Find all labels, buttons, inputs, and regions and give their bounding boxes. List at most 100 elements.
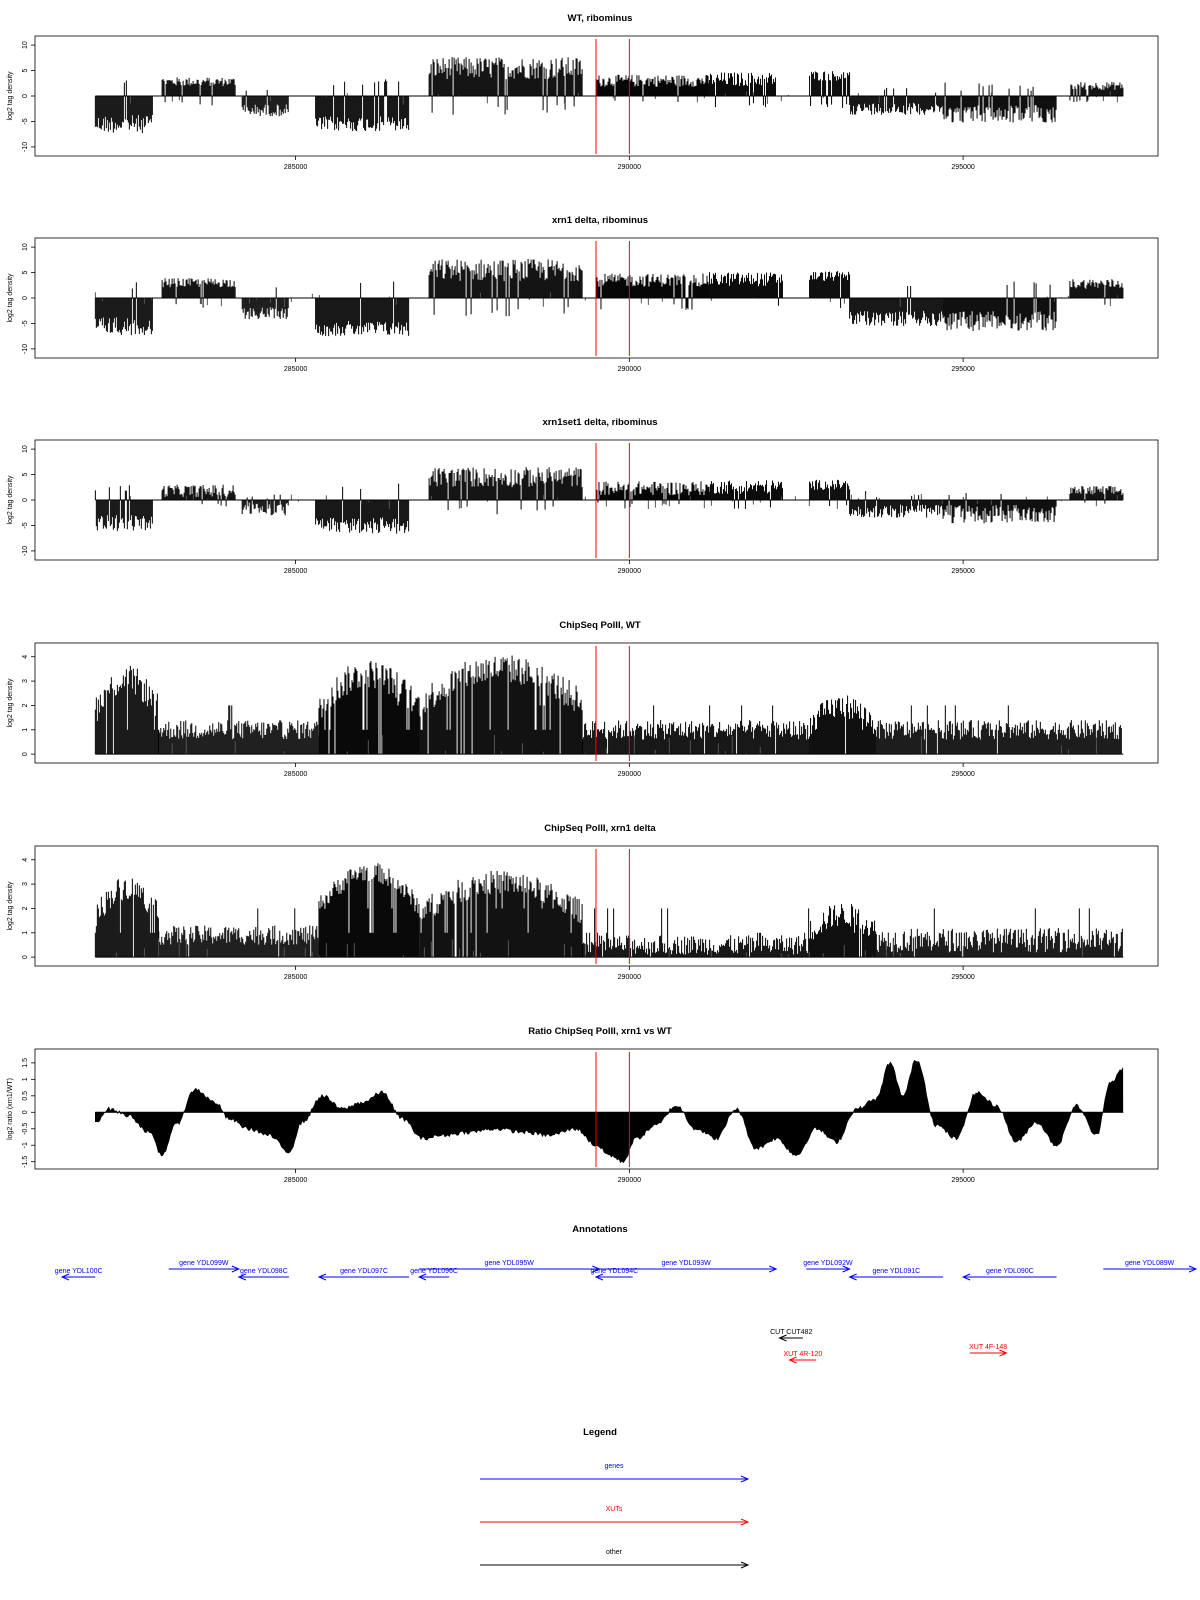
segment-8 [809,71,851,108]
data-marks [94,57,1124,134]
data-marks [94,863,1123,958]
x-tick-label: 295000 [951,164,974,171]
y-axis: 4 3 2 1 0 [22,655,35,756]
x-axis: 285000 290000 295000 [284,156,975,171]
x-tick-label: 285000 [284,568,307,575]
x-tick-label: 285000 [284,366,307,373]
segment-6 [595,74,710,105]
segment-1 [94,485,153,531]
chart-title: ChipSeq PolII, xrn1 delta [544,823,656,834]
segment-11 [1069,279,1124,305]
chart-panel-5: ChipSeq PolII, xrn1 delta log2 tag densit… [7,823,1159,981]
segment-7 [708,72,776,108]
y-tick-label: 2 [22,703,29,707]
y-axis-label: log2 tag density [7,475,14,525]
segment-5 [582,705,810,755]
segment-5 [428,467,583,515]
y-axis: 10 5 0 -5 -10 [22,41,35,152]
segment-9 [849,491,944,518]
y-tick-label: 0 [22,752,29,756]
noise-bars [115,735,1097,755]
data-marks [94,259,1124,337]
segment-3 [241,287,289,320]
x-axis: 285000 290000 295000 [284,763,975,778]
y-axis-label: log2 tag density [7,71,14,121]
segment-5 [428,57,583,115]
segment-8 [809,271,851,308]
y-tick-label: -5 [22,320,29,326]
segment-5 [582,908,810,958]
segment-4 [419,870,583,958]
segment-4 [315,281,410,337]
chart-panel-4: ChipSeq PolII, WT log2 tag density 4 3 2 1 0 28… [7,620,1159,778]
y-axis-label: log2 tag density [7,678,14,728]
y-tick-label: 1 [22,728,29,732]
x-tick-label: 295000 [951,568,974,575]
chart-title: xrn1 delta, ribominus [552,215,648,226]
y-tick-label: 10 [22,243,29,251]
segment-1 [94,665,159,755]
segment-9 [849,87,944,115]
x-tick-label: 295000 [951,366,974,373]
segment-10 [942,281,1057,331]
x-axis: 285000 290000 295000 [284,560,975,575]
y-tick-label: 0 [22,498,29,502]
segment-8 [809,479,851,507]
noise-bars [101,494,1118,509]
segment-7 [875,908,1123,958]
y-tick-label: -10 [22,344,29,354]
segment-2 [161,278,236,308]
y-tick-label: 5 [22,472,29,476]
x-tick-label: 295000 [951,771,974,778]
segment-10 [942,82,1057,123]
segment-1 [94,878,159,958]
x-tick-label: 285000 [284,164,307,171]
segment-11 [1069,485,1124,504]
noise-bars [94,292,1118,308]
segment-7 [708,272,783,306]
data-marks [94,467,1124,534]
y-tick-label: 4 [22,655,29,659]
segment-3 [241,89,289,117]
segment-2 [161,484,236,507]
y-tick-label: -5 [22,522,29,528]
segment-2 [161,77,236,106]
y-tick-label: 0 [22,296,29,300]
segment-4 [315,483,410,534]
segment-2 [158,705,320,755]
y-axis: 10 5 0 -5 -10 [22,243,35,354]
segment-1 [94,80,153,134]
segment-4 [418,655,583,755]
x-tick-label: 290000 [618,771,641,778]
y-axis-label: log2 tag density [7,273,14,323]
segment-3 [318,661,420,755]
data-marks [94,655,1122,755]
x-axis: 285000 290000 295000 [284,358,975,373]
segment-4 [315,79,410,132]
segment-9 [849,286,944,326]
y-axis: 10 5 0 -5 -10 [22,445,35,556]
chart-panel-3: xrn1set1 delta, ribominus log2 tag densit… [7,417,1159,575]
chart-title: ChipSeq PolII, WT [559,620,640,631]
segment-7 [708,480,783,509]
segment-10 [942,493,1057,524]
x-tick-label: 290000 [618,568,641,575]
segment-2 [158,908,320,958]
y-tick-label: 10 [22,41,29,49]
segment-6 [809,695,877,755]
segment-5 [428,259,583,317]
y-tick-label: -5 [22,118,29,124]
y-tick-label: 10 [22,445,29,453]
segment-7 [875,705,1122,755]
y-tick-label: -10 [22,546,29,556]
chart-panel-1: WT, ribominus log2 tag density 10 5 0 -5 -10 28… [7,13,1159,171]
x-tick-label: 290000 [618,164,641,171]
segment-6 [809,904,877,958]
x-tick-label: 285000 [284,771,307,778]
y-tick-label: 5 [22,68,29,72]
chart-panel-2: xrn1 delta, ribominus log2 tag density 10 5… [7,215,1159,373]
segment-6 [595,481,710,509]
chart-title: WT, ribominus [568,13,633,24]
segment-1 [94,282,153,336]
